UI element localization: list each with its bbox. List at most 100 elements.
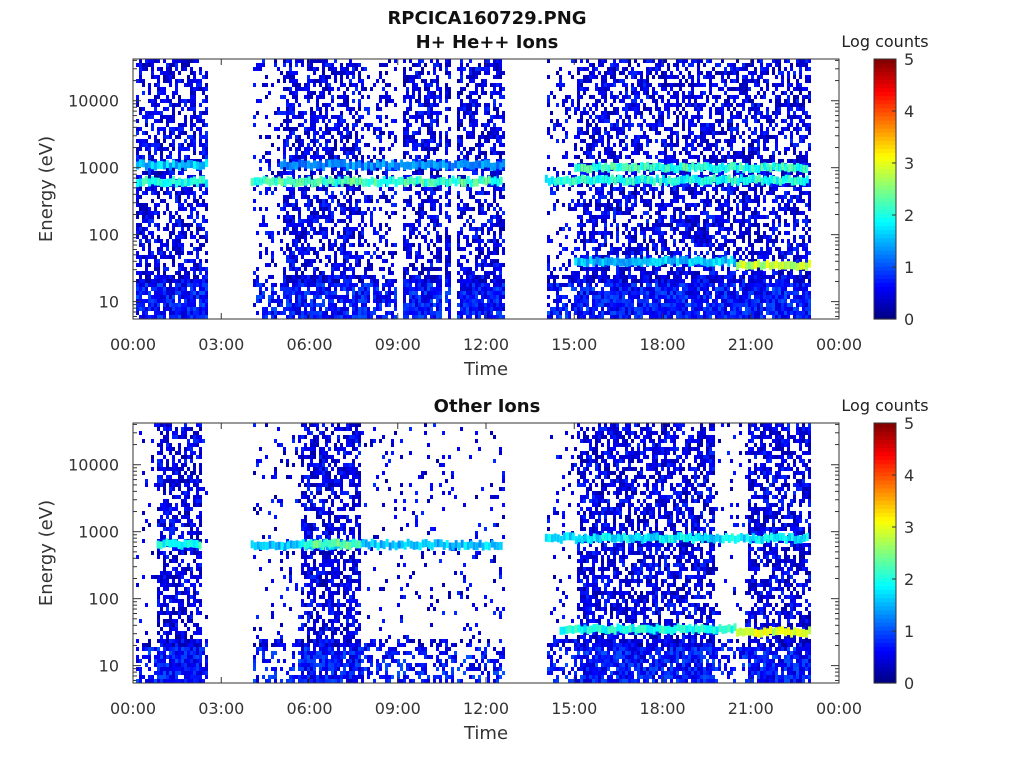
heatmap-cell — [358, 75, 361, 79]
heatmap-cell — [187, 307, 190, 311]
heatmap-cell — [328, 63, 331, 67]
heatmap-cell — [283, 287, 286, 291]
heatmap-cell — [328, 147, 331, 151]
heatmap-cell — [619, 315, 622, 319]
heatmap-cell — [388, 283, 391, 287]
heatmap-cell — [481, 123, 484, 127]
heatmap-cell — [298, 59, 301, 63]
heatmap-cell — [355, 143, 358, 147]
heatmap-cell — [664, 79, 667, 83]
heatmap-cell — [625, 235, 628, 239]
heatmap-cell — [430, 147, 433, 151]
heatmap-cell — [625, 103, 628, 107]
heatmap-cell — [559, 243, 562, 247]
heatmap-cell — [628, 247, 631, 251]
heatmap-cell — [409, 299, 412, 303]
heatmap-cell — [619, 139, 622, 143]
heatmap-cell — [367, 123, 370, 127]
heatmap-cell — [436, 259, 439, 263]
heatmap-cell — [586, 295, 589, 299]
heatmap-cell — [643, 107, 646, 111]
heatmap-cell — [433, 167, 436, 171]
heatmap-cell — [289, 259, 292, 263]
heatmap-cell — [361, 155, 364, 159]
heatmap-cell — [187, 63, 190, 67]
heatmap-cell — [589, 155, 592, 159]
heatmap-cell — [304, 127, 307, 131]
heatmap-cell — [196, 223, 199, 227]
heatmap-cell — [424, 239, 427, 243]
heatmap-cell — [136, 119, 139, 123]
heatmap-cell — [337, 87, 340, 91]
heatmap-cell — [481, 291, 484, 295]
heatmap-cell — [136, 79, 139, 83]
heatmap-cell — [205, 299, 208, 303]
heatmap-cell — [310, 315, 313, 319]
heatmap-cell — [292, 195, 295, 199]
heatmap-cell — [604, 107, 607, 111]
heatmap-cell — [202, 267, 205, 271]
heatmap-cell — [577, 235, 580, 239]
heatmap-cell — [280, 171, 283, 175]
heatmap-cell — [313, 91, 316, 95]
heatmap-cell — [658, 219, 661, 223]
heatmap-cell — [157, 91, 160, 95]
heatmap-cell — [418, 75, 421, 79]
heatmap-cell — [463, 303, 466, 307]
heatmap-cell — [661, 307, 664, 311]
heatmap-cell — [346, 267, 349, 271]
heatmap-cell — [199, 83, 202, 87]
heatmap-cell — [343, 71, 346, 75]
heatmap-cell — [145, 275, 148, 279]
heatmap-cell — [649, 255, 652, 259]
heatmap-cell — [160, 115, 163, 119]
heatmap-cell — [205, 287, 208, 291]
heatmap-cell — [412, 223, 415, 227]
heatmap-cell — [433, 131, 436, 135]
heatmap-cell — [253, 155, 256, 159]
heatmap-cell — [622, 67, 625, 71]
heatmap-cell — [445, 227, 448, 231]
heatmap-cell — [622, 223, 625, 227]
heatmap-cell — [589, 307, 592, 311]
heatmap-cell — [589, 275, 592, 279]
heatmap-cell — [433, 147, 436, 151]
heatmap-cell — [628, 191, 631, 195]
heatmap-cell — [394, 119, 397, 123]
heatmap-cell — [145, 219, 148, 223]
heatmap-cell — [184, 199, 187, 203]
heatmap-cell — [646, 279, 649, 283]
heatmap-cell — [580, 303, 583, 307]
heatmap-cell — [427, 147, 430, 151]
heatmap-cell — [310, 247, 313, 251]
heatmap-cell — [652, 307, 655, 311]
heatmap-cell — [406, 127, 409, 131]
heatmap-cell — [604, 171, 607, 175]
heatmap-cell — [145, 147, 148, 151]
heatmap-cell — [265, 135, 268, 139]
heatmap-cell — [661, 123, 664, 127]
heatmap-cell — [184, 119, 187, 123]
heatmap-cell — [595, 207, 598, 211]
heatmap-cell — [649, 283, 652, 287]
heatmap-cell — [373, 251, 376, 255]
heatmap-cell — [592, 143, 595, 147]
heatmap-cell — [382, 63, 385, 67]
heatmap-cell — [448, 139, 451, 143]
heatmap-cell — [406, 95, 409, 99]
heatmap-cell — [445, 191, 448, 195]
heatmap-cell — [322, 303, 325, 307]
heatmap-cell — [169, 71, 172, 75]
heatmap-cell — [466, 155, 469, 159]
heatmap-cell — [154, 303, 157, 307]
heatmap-cell — [292, 187, 295, 191]
heatmap-cell — [628, 71, 631, 75]
heatmap-cell — [619, 115, 622, 119]
heatmap-cell — [466, 307, 469, 311]
heatmap-cell — [625, 171, 628, 175]
heatmap-cell — [421, 307, 424, 311]
heatmap-cell — [268, 275, 271, 279]
heatmap-cell — [637, 183, 640, 187]
heatmap-cell — [319, 227, 322, 231]
heatmap-cell — [307, 303, 310, 307]
